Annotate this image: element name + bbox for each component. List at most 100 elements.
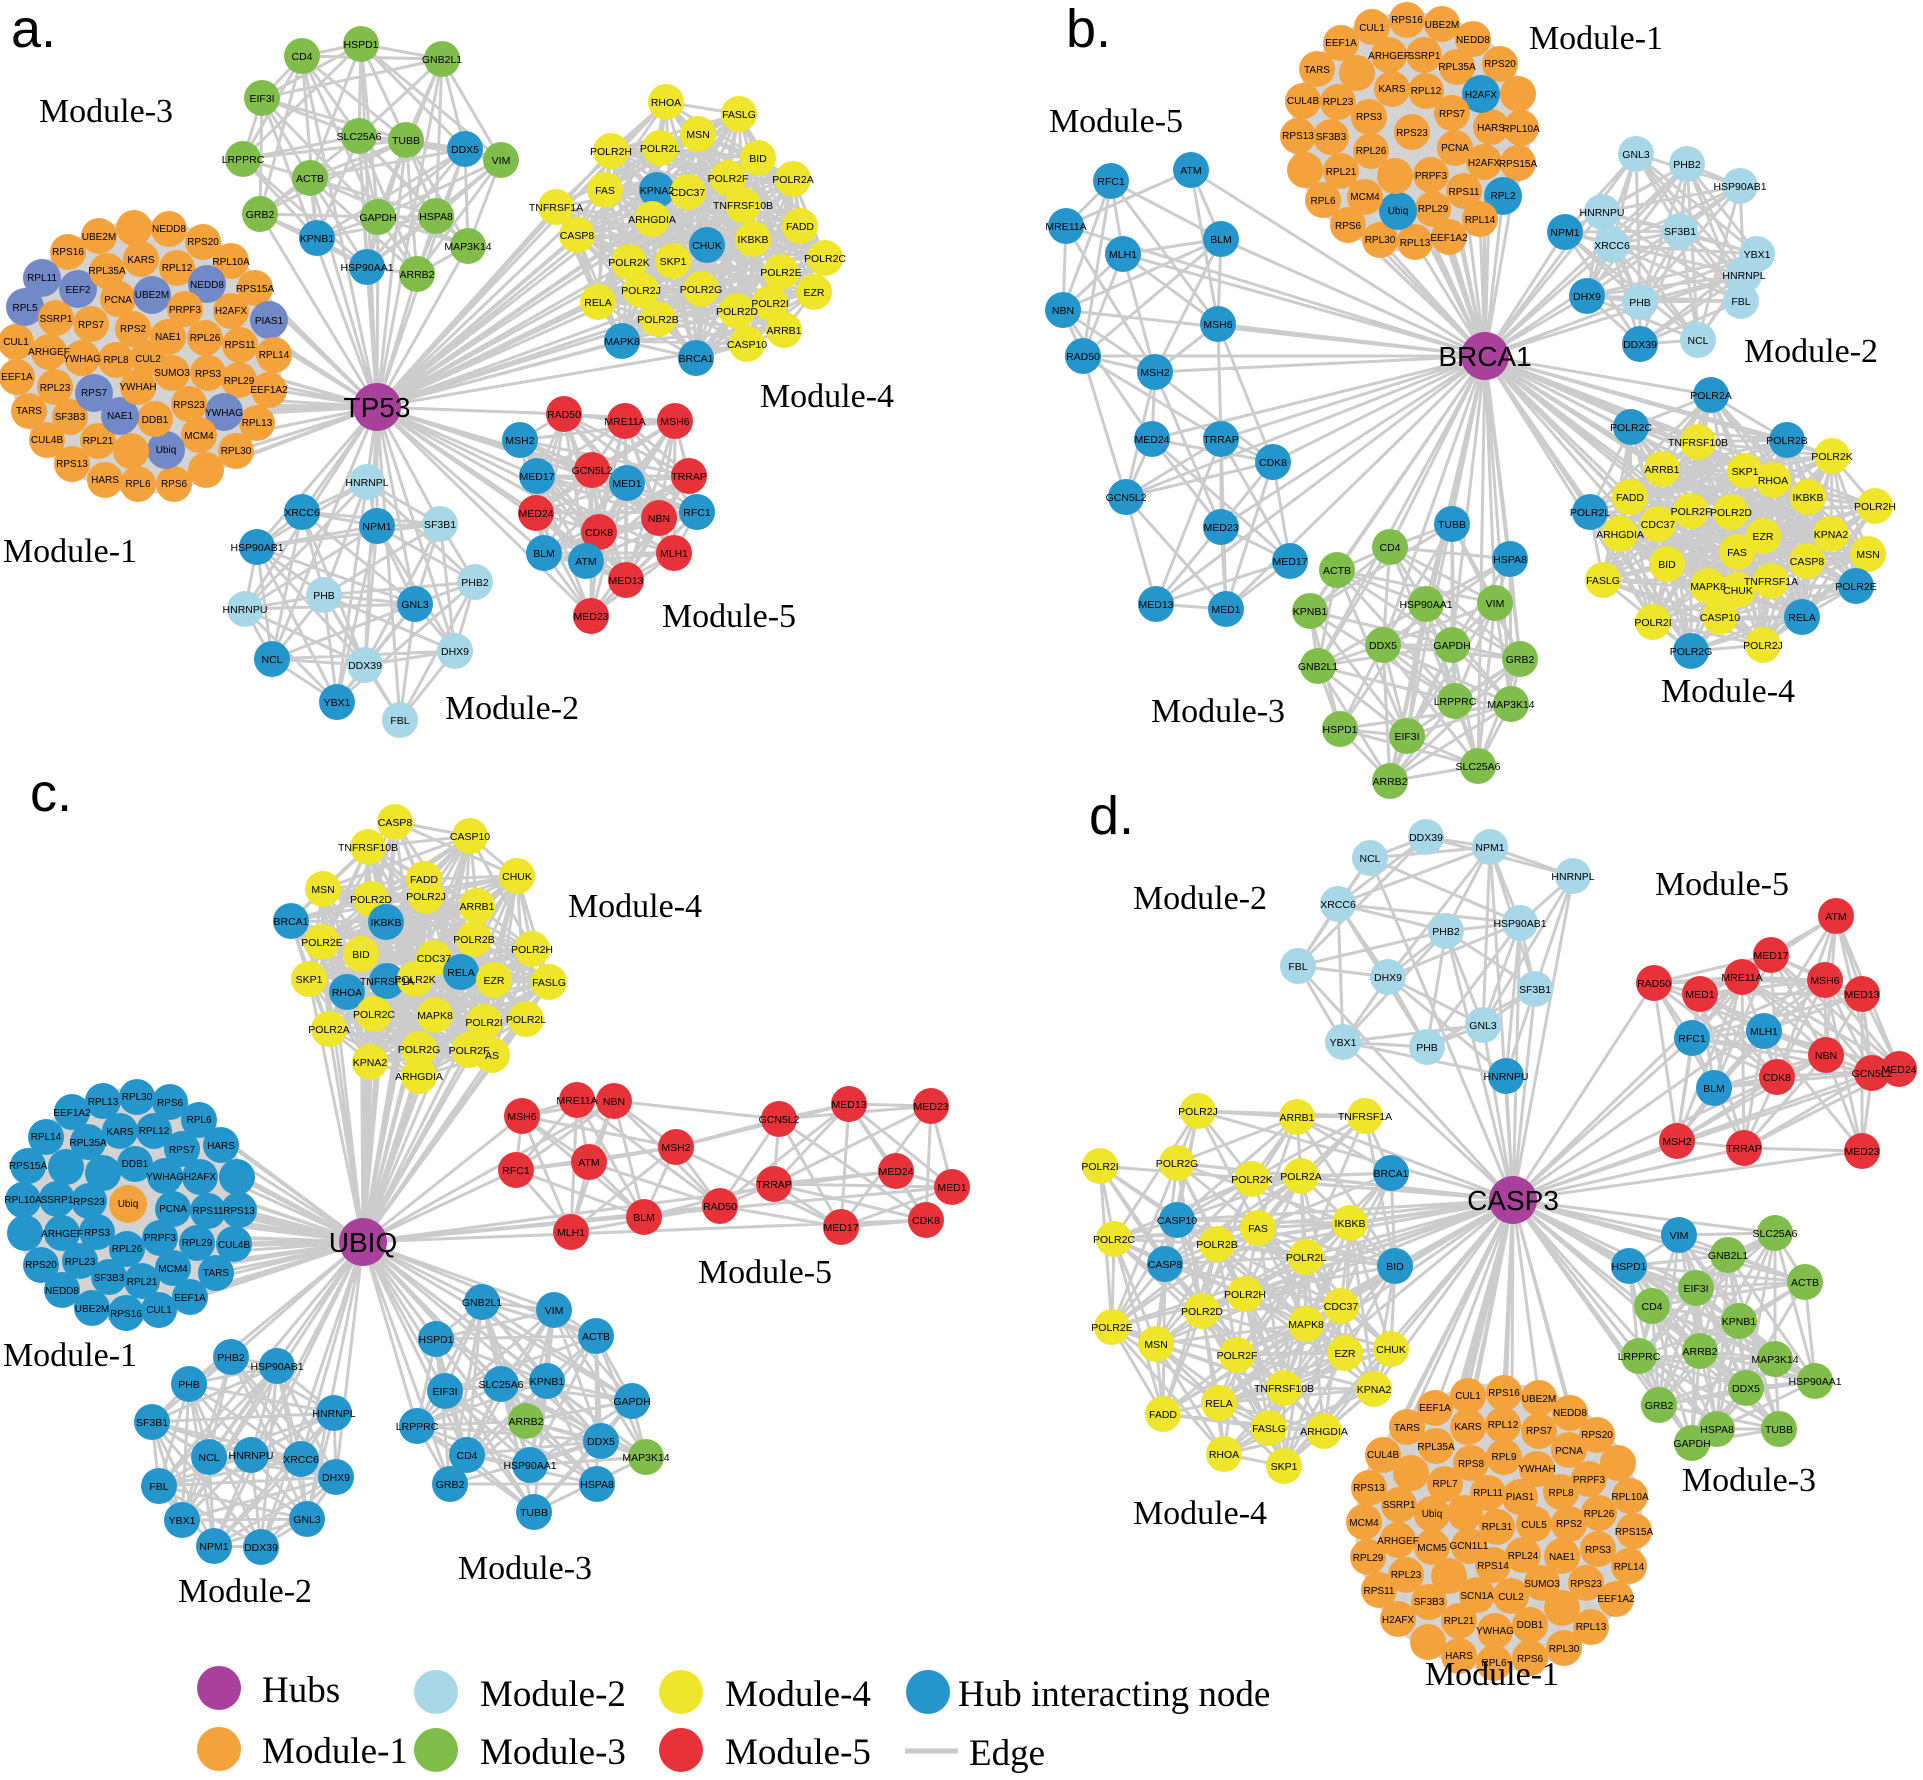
svg-text:HSP90AB1: HSP90AB1 bbox=[1713, 181, 1766, 193]
svg-text:RFC1: RFC1 bbox=[1678, 1033, 1706, 1045]
svg-text:CUL1: CUL1 bbox=[1359, 23, 1385, 34]
svg-text:SSRP1: SSRP1 bbox=[1408, 51, 1441, 62]
svg-text:IKBKB: IKBKB bbox=[371, 917, 402, 929]
svg-text:POLR2H: POLR2H bbox=[1224, 1289, 1266, 1301]
svg-text:DHX9: DHX9 bbox=[322, 1472, 350, 1484]
svg-text:HSPA8: HSPA8 bbox=[419, 211, 453, 223]
svg-text:RPL29: RPL29 bbox=[182, 1238, 213, 1249]
svg-text:HARS: HARS bbox=[207, 1141, 235, 1152]
svg-text:EEF1A: EEF1A bbox=[174, 1293, 206, 1304]
svg-text:RAD50: RAD50 bbox=[703, 1201, 737, 1213]
svg-text:RFC1: RFC1 bbox=[683, 507, 711, 519]
svg-text:SSRP1: SSRP1 bbox=[40, 314, 73, 325]
svg-text:TNFRSF1A: TNFRSF1A bbox=[529, 202, 583, 214]
svg-text:CDC37: CDC37 bbox=[1324, 1301, 1359, 1313]
svg-text:ARRB1: ARRB1 bbox=[1644, 464, 1679, 476]
svg-text:POLR2A: POLR2A bbox=[308, 1024, 349, 1036]
svg-text:RPS13: RPS13 bbox=[223, 1206, 255, 1217]
svg-text:Module-3: Module-3 bbox=[480, 1732, 626, 1773]
svg-text:PHB2: PHB2 bbox=[217, 1352, 245, 1364]
svg-text:FASLG: FASLG bbox=[532, 977, 566, 989]
svg-text:GNB2L1: GNB2L1 bbox=[422, 54, 462, 66]
svg-text:RPS6: RPS6 bbox=[1517, 1654, 1544, 1665]
svg-text:RPL13: RPL13 bbox=[1400, 238, 1431, 249]
svg-text:RPL26: RPL26 bbox=[112, 1244, 143, 1255]
svg-text:FBL: FBL bbox=[390, 715, 409, 727]
svg-text:POLR2E: POLR2E bbox=[760, 267, 801, 279]
svg-text:RPL14: RPL14 bbox=[1614, 1562, 1645, 1573]
svg-text:NEDD8: NEDD8 bbox=[152, 224, 186, 235]
svg-text:MCM4: MCM4 bbox=[1349, 1518, 1379, 1529]
svg-text:HSPA8: HSPA8 bbox=[1493, 554, 1527, 566]
svg-text:YWHAG: YWHAG bbox=[205, 408, 243, 419]
svg-text:H2AFX: H2AFX bbox=[1382, 1615, 1415, 1626]
svg-text:KPNB1: KPNB1 bbox=[530, 1376, 565, 1388]
svg-text:MED17: MED17 bbox=[519, 471, 554, 483]
svg-text:RPL29: RPL29 bbox=[224, 376, 255, 387]
svg-text:FADD: FADD bbox=[786, 221, 814, 233]
svg-text:FBL: FBL bbox=[149, 1481, 168, 1493]
svg-text:FAS: FAS bbox=[1248, 1223, 1268, 1235]
svg-text:SF3B1: SF3B1 bbox=[1519, 984, 1551, 996]
svg-text:RPL26: RPL26 bbox=[190, 333, 221, 344]
svg-text:RPL12: RPL12 bbox=[139, 1126, 170, 1137]
svg-text:RPS6: RPS6 bbox=[157, 1098, 184, 1109]
svg-text:PCNA: PCNA bbox=[1441, 143, 1469, 154]
svg-text:SLC25A6: SLC25A6 bbox=[479, 1379, 524, 1391]
svg-text:FASLG: FASLG bbox=[1252, 1423, 1286, 1435]
svg-text:DDB1: DDB1 bbox=[142, 415, 169, 426]
svg-text:DDX39: DDX39 bbox=[244, 1542, 278, 1554]
svg-text:HARS: HARS bbox=[91, 475, 119, 486]
svg-text:UBE2M: UBE2M bbox=[1522, 1394, 1556, 1405]
svg-text:NAE1: NAE1 bbox=[1549, 1552, 1576, 1563]
svg-text:RAD50: RAD50 bbox=[1637, 978, 1671, 990]
svg-text:MSH2: MSH2 bbox=[505, 435, 534, 447]
svg-text:SSRP1: SSRP1 bbox=[1383, 1500, 1416, 1511]
svg-text:MLH1: MLH1 bbox=[1750, 1026, 1778, 1038]
svg-text:POLR2L: POLR2L bbox=[1286, 1252, 1326, 1264]
svg-text:SLC25A6: SLC25A6 bbox=[337, 131, 382, 143]
svg-text:MLH1: MLH1 bbox=[557, 1227, 585, 1239]
svg-text:CHUK: CHUK bbox=[502, 871, 532, 883]
svg-text:POLR2B: POLR2B bbox=[1196, 1239, 1237, 1251]
svg-text:EEF1A: EEF1A bbox=[1325, 38, 1357, 49]
svg-text:POLR2A: POLR2A bbox=[772, 174, 813, 186]
svg-text:XRCC6: XRCC6 bbox=[1594, 240, 1630, 252]
svg-text:DDB1: DDB1 bbox=[122, 1159, 149, 1170]
svg-text:VIM: VIM bbox=[492, 155, 511, 167]
svg-text:RPL9: RPL9 bbox=[1491, 1452, 1516, 1463]
svg-text:SKP1: SKP1 bbox=[1732, 466, 1759, 478]
svg-text:POLR2K: POLR2K bbox=[1231, 1174, 1272, 1186]
svg-text:RPL14: RPL14 bbox=[259, 350, 290, 361]
svg-text:CASP8: CASP8 bbox=[378, 817, 413, 829]
svg-text:KARS: KARS bbox=[1454, 1422, 1482, 1433]
svg-text:SUMO3: SUMO3 bbox=[1524, 1579, 1560, 1590]
svg-text:MSH6: MSH6 bbox=[1203, 319, 1232, 331]
svg-text:POLR2I: POLR2I bbox=[751, 298, 788, 310]
svg-text:FAS: FAS bbox=[1727, 547, 1747, 559]
svg-text:RPS11: RPS11 bbox=[1364, 1586, 1395, 1597]
svg-text:GNL3: GNL3 bbox=[401, 599, 429, 611]
svg-text:RPL23: RPL23 bbox=[1391, 1570, 1422, 1581]
svg-text:Module-3: Module-3 bbox=[39, 93, 173, 130]
svg-text:DDX39: DDX39 bbox=[1409, 832, 1443, 844]
svg-text:Ubiq: Ubiq bbox=[118, 1199, 139, 1210]
svg-text:GNL3: GNL3 bbox=[1622, 149, 1650, 161]
svg-text:DDB1: DDB1 bbox=[1517, 1620, 1544, 1631]
svg-text:CDK8: CDK8 bbox=[1763, 1072, 1791, 1084]
svg-text:RPS20: RPS20 bbox=[187, 237, 219, 248]
svg-text:CHUK: CHUK bbox=[1723, 585, 1753, 597]
svg-text:POLR2G: POLR2G bbox=[1670, 646, 1713, 658]
svg-text:RPS8: RPS8 bbox=[1458, 1459, 1485, 1470]
svg-text:CUL4B: CUL4B bbox=[1367, 1450, 1400, 1461]
svg-text:POLR2I: POLR2I bbox=[465, 1017, 502, 1029]
svg-text:RPL8: RPL8 bbox=[103, 355, 128, 366]
svg-text:CDC37: CDC37 bbox=[417, 953, 452, 965]
svg-text:ARHGDIA: ARHGDIA bbox=[1300, 1426, 1348, 1438]
svg-text:POLR2E: POLR2E bbox=[1835, 581, 1876, 593]
svg-text:UBIQ: UBIQ bbox=[329, 1227, 397, 1258]
svg-text:NCL: NCL bbox=[1359, 853, 1380, 865]
svg-text:POLR2C: POLR2C bbox=[1093, 1234, 1135, 1246]
svg-text:VIM: VIM bbox=[1670, 1230, 1689, 1242]
svg-text:NCL: NCL bbox=[261, 654, 282, 666]
